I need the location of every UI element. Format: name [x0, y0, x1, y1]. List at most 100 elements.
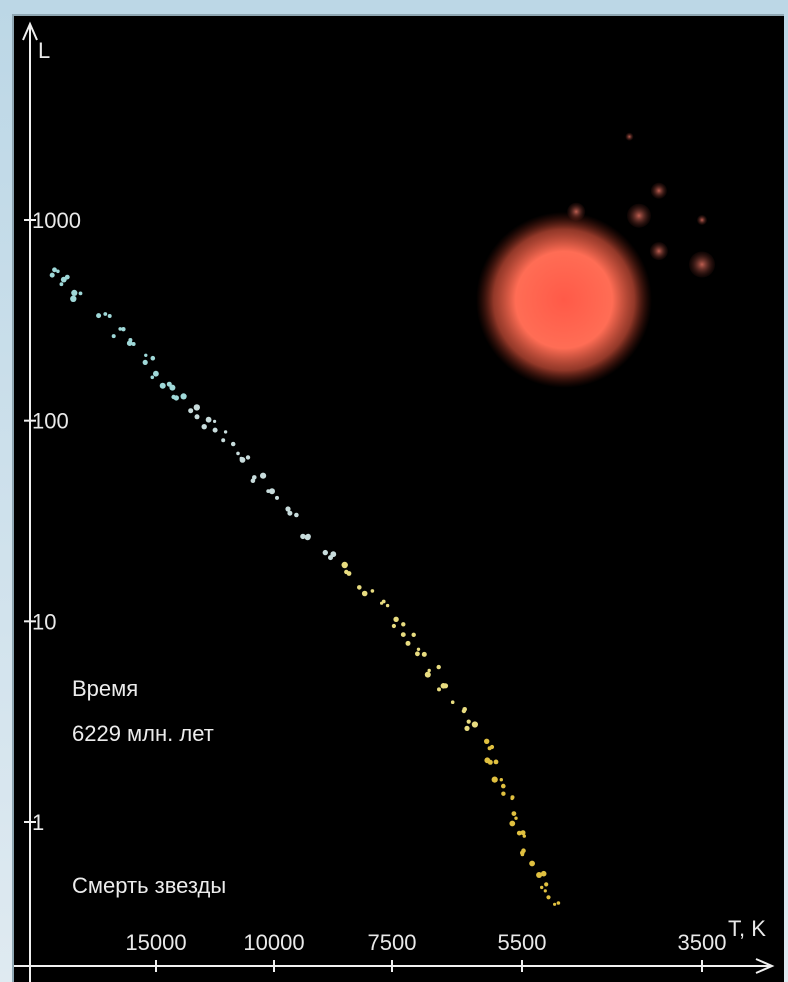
main-sequence-point: [393, 616, 399, 622]
main-sequence-point: [64, 274, 70, 280]
main-sequence-point: [285, 506, 291, 512]
main-sequence-point: [510, 795, 515, 800]
red-giant-point: [625, 132, 634, 141]
main-sequence-point: [118, 327, 122, 331]
main-sequence-point: [287, 510, 293, 516]
main-sequence-point: [514, 816, 518, 820]
main-sequence-point: [424, 671, 431, 678]
main-sequence-point: [193, 404, 200, 411]
red-giant-point: [627, 203, 651, 228]
main-sequence-point: [385, 603, 390, 608]
main-sequence-point: [150, 375, 155, 380]
y-tick-label: 1: [32, 810, 44, 835]
main-sequence-point: [236, 451, 240, 456]
hr-diagram-chart: L T, K 1 10 100 1000 15000 10000 7500 5500 3500: [14, 21, 775, 982]
x-tick-label: 5500: [498, 930, 547, 955]
red-giant-point: [649, 242, 668, 261]
main-sequence-point: [520, 852, 525, 857]
main-sequence-point: [96, 313, 102, 319]
main-sequence-point: [150, 355, 156, 361]
main-sequence-point: [509, 820, 516, 827]
red-giant-point: [650, 182, 667, 199]
main-sequence-point: [221, 438, 226, 443]
main-sequence-point: [180, 393, 187, 400]
x-tick-label: 3500: [678, 930, 727, 955]
main-sequence-point: [121, 327, 126, 332]
y-axis-arrow: [22, 21, 38, 41]
main-sequence-point: [437, 687, 441, 692]
main-sequence-point: [173, 395, 179, 401]
main-sequence-point: [260, 472, 267, 479]
main-sequence-point: [212, 427, 218, 433]
main-sequence-point: [107, 314, 112, 318]
main-sequence-point: [56, 269, 60, 274]
main-sequence-point: [205, 416, 212, 423]
main-sequence-point: [501, 791, 506, 796]
main-sequence-point: [131, 342, 136, 346]
main-sequence-point: [49, 272, 55, 278]
main-sequence-point: [300, 533, 306, 540]
x-tick-label: 7500: [368, 930, 417, 955]
main-sequence-point: [346, 571, 352, 576]
main-sequence-point: [556, 901, 561, 905]
main-sequence-point: [70, 295, 77, 302]
main-sequence-point: [546, 895, 551, 900]
main-sequence-point: [245, 455, 251, 460]
main-sequence-point: [103, 312, 108, 316]
main-sequence-point: [213, 419, 217, 423]
main-sequence-point: [540, 885, 544, 890]
main-sequence-point: [304, 534, 311, 541]
main-sequence-point: [166, 381, 172, 387]
main-sequence-point: [464, 725, 470, 732]
main-sequence-point: [357, 585, 362, 590]
main-sequence-point: [427, 668, 431, 673]
main-sequence-point: [111, 334, 116, 339]
main-sequence-point: [462, 707, 468, 712]
main-sequence-point: [188, 408, 194, 414]
hr-diagram-panel: L T, K 1 10 100 1000 15000 10000 7500 5500 3500 Вр…: [12, 14, 784, 982]
main-sequence-point: [78, 291, 83, 296]
main-sequence-point: [511, 811, 517, 816]
main-sequence-point: [540, 870, 547, 877]
main-sequence-point: [411, 632, 416, 637]
y-axis-label: L: [38, 38, 50, 63]
main-sequence-point: [466, 719, 471, 724]
main-sequence-point: [491, 776, 498, 783]
main-sequence-point: [370, 589, 375, 593]
main-sequence-point: [52, 267, 57, 273]
main-sequence-point: [544, 882, 549, 887]
x-tick-label: 10000: [243, 930, 304, 955]
time-label: Время: [72, 676, 139, 701]
main-sequence-point: [269, 488, 275, 495]
main-sequence-point: [521, 848, 526, 853]
main-sequence-point: [250, 478, 256, 484]
x-tick-label: 15000: [125, 930, 186, 955]
main-sequence-point: [194, 414, 200, 420]
red-giant-point: [697, 215, 707, 225]
main-sequence-point: [536, 872, 543, 878]
main-sequence-point: [489, 744, 495, 750]
main-sequence-point: [294, 512, 299, 518]
main-sequence-point: [471, 721, 478, 728]
main-sequence-point: [159, 382, 166, 389]
main-sequence-point: [142, 359, 148, 365]
main-sequence-point: [405, 640, 411, 646]
main-sequence-point: [59, 282, 64, 287]
main-sequence-point: [450, 700, 455, 704]
main-sequence-point: [415, 651, 420, 657]
red-giant-point: [689, 251, 715, 278]
main-sequence-point: [153, 371, 158, 376]
y-tick-label: 1000: [32, 208, 81, 233]
main-sequence-point: [493, 759, 499, 765]
main-sequence-point: [421, 651, 427, 657]
main-sequence-point: [400, 632, 406, 637]
event-label: Смерть звезды: [72, 873, 227, 898]
main-sequence-point: [516, 830, 522, 836]
main-sequence-point: [529, 860, 535, 867]
y-tick-label: 10: [32, 609, 56, 634]
main-sequence-point: [330, 551, 337, 558]
main-sequence-point: [71, 289, 78, 296]
main-sequence-point: [239, 456, 243, 460]
y-tick-label: 100: [32, 409, 69, 434]
main-sequence-point: [128, 338, 133, 342]
